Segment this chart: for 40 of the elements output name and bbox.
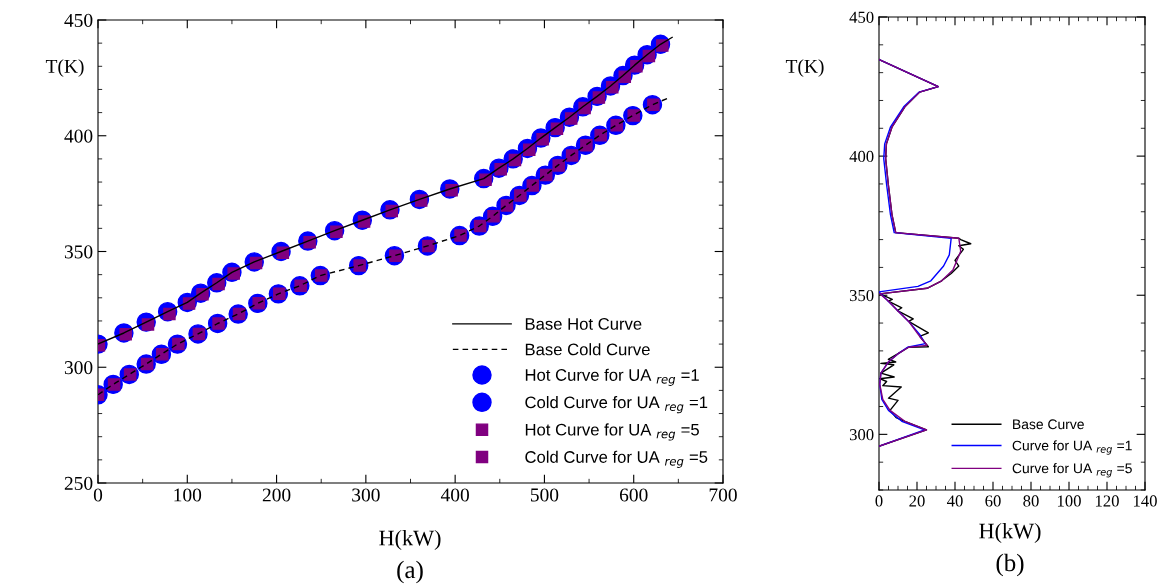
x-tick-label: 500 (530, 488, 559, 502)
x-tick-label: 120 (1095, 495, 1119, 507)
y-tick-label: 350 (849, 289, 874, 302)
x-tick-label: 300 (352, 488, 380, 502)
legend-label: Curve for UA $_{reg}$ =1 (1012, 440, 1132, 455)
x-tick-label: 200 (262, 488, 291, 502)
y-tick-label: 350 (64, 245, 93, 259)
y-tick-label: 300 (64, 361, 93, 375)
legend-label: Hot Curve for UA $_{reg}$ =5 (525, 423, 699, 441)
x-tick-label: 140 (1133, 495, 1157, 507)
text: (b) (996, 553, 1024, 577)
legend-label: Base Hot Curve (525, 318, 642, 330)
y-axis-title: T(K) (45, 59, 84, 77)
x-tick-label: 0 (875, 495, 883, 507)
y-tick-label: 400 (64, 129, 93, 143)
x-tick-label: 100 (1057, 495, 1081, 507)
x-tick-label: 60 (985, 495, 1001, 507)
legend-label: Base Curve (1013, 419, 1084, 430)
text: (a) (397, 560, 423, 584)
y-tick-label: 450 (849, 11, 874, 23)
x-axis-title: H(kW) (379, 529, 441, 551)
x-tick-label: 700 (709, 488, 737, 502)
y-tick-label: 300 (849, 429, 874, 441)
x-tick-label: 100 (174, 488, 202, 502)
y-tick-label: 400 (849, 150, 874, 163)
x-tick-label: 0 (93, 488, 103, 502)
legend-label: Curve for UA $_{reg}$ =5 (1012, 463, 1132, 478)
x-tick-label: 20 (909, 495, 925, 507)
legend-label: Base Cold Curve (525, 343, 650, 356)
x-tick-label: 80 (1023, 495, 1039, 507)
x-tick-label: 40 (946, 495, 963, 507)
y-axis-title: T(K) (785, 59, 824, 77)
legend-label: Hot Curve for UA $_{reg}$ =1 (525, 368, 699, 386)
x-tick-label: 400 (440, 488, 469, 502)
x-axis-title: H(kW) (979, 522, 1041, 544)
legend-label: Cold Curve for UA $_{reg}$ =5 (525, 450, 708, 468)
x-tick-label: 600 (619, 488, 648, 502)
legend-label: Cold Curve for UA $_{reg}$ =1 (525, 396, 708, 414)
y-tick-label: 250 (64, 476, 93, 490)
y-tick-label: 450 (64, 13, 93, 27)
